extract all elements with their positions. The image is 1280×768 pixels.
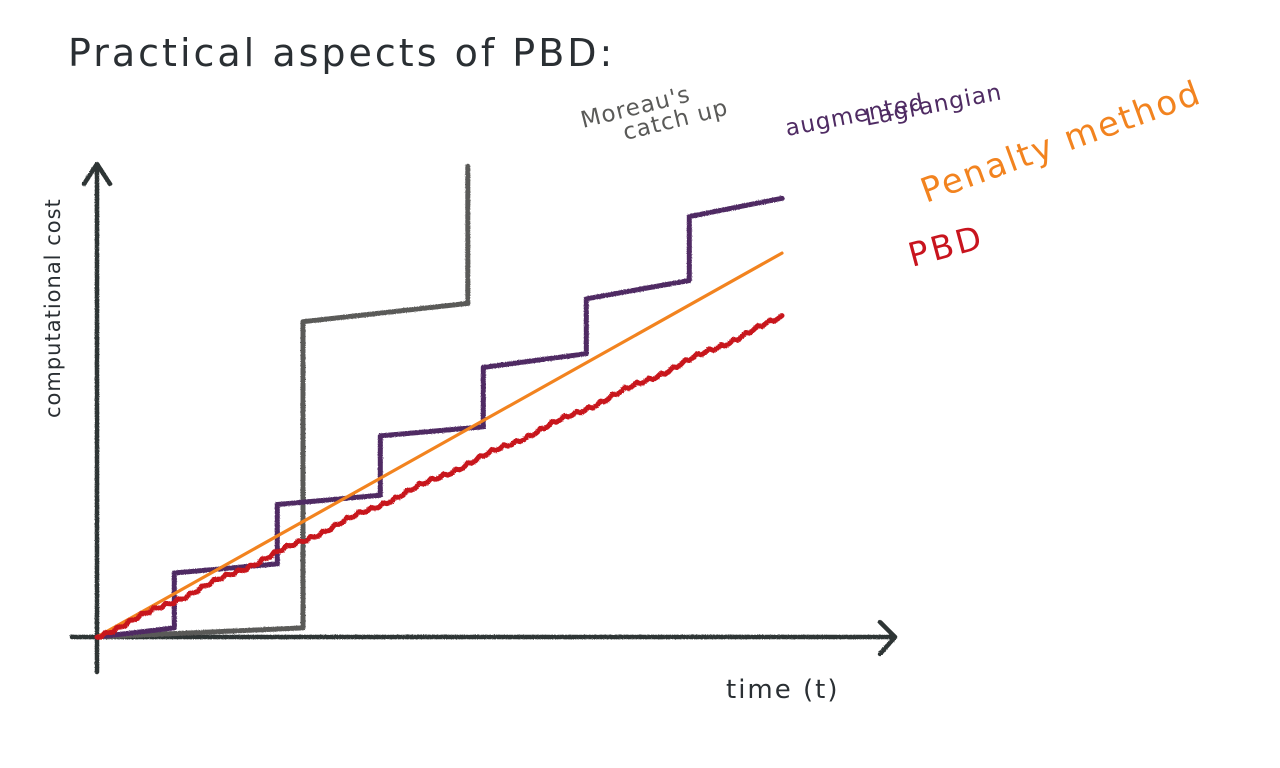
series-pbd	[94, 313, 785, 640]
x-axis-arrow	[877, 619, 898, 657]
series-label-augmented-lagrangian: augmented Lagrangian	[783, 75, 1004, 147]
series-label-morea-catch-up: Moreau's catch up	[578, 73, 731, 155]
series-label-line: Lagrangian	[863, 79, 1005, 131]
series-layer	[94, 163, 785, 640]
series-line-moreau-s-catch-up	[94, 163, 471, 640]
y-axis-label: computational cost	[41, 198, 65, 418]
series-line-penalty-method	[95, 251, 784, 639]
series-label-pbd: PBD	[904, 217, 988, 275]
series-augmented-lagrangian	[94, 195, 785, 640]
axes	[69, 161, 898, 675]
series-line-augmented-lagrangian	[94, 195, 785, 640]
labels-layer: Moreau's catch up augmented Lagrangian P…	[578, 73, 1207, 275]
series-line-pbd	[94, 313, 785, 640]
x-axis-label: time (t)	[726, 675, 840, 705]
series-penalty-method	[95, 251, 784, 639]
chart-title: Practical aspects of PBD:	[68, 31, 615, 75]
y-axis-arrow	[81, 161, 113, 187]
series-moreau-s-catch-up	[94, 163, 471, 640]
